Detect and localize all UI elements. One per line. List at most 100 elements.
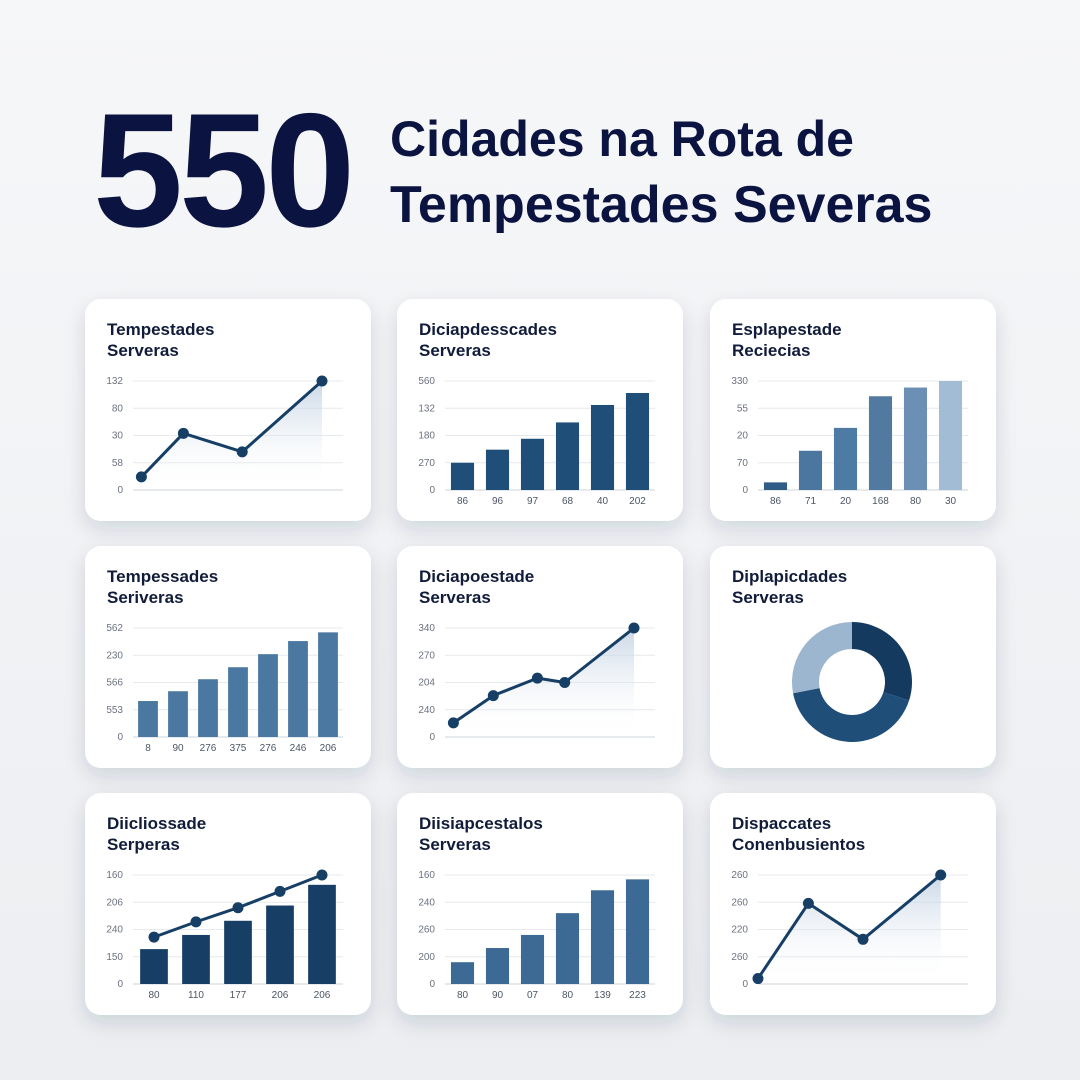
x-tick-label: 40	[597, 496, 609, 507]
y-tick-label: 240	[106, 925, 123, 936]
y-tick-label: 0	[117, 485, 123, 496]
y-tick-label: 260	[731, 870, 748, 881]
bar	[485, 948, 510, 984]
x-tick-label: 80	[148, 990, 160, 1001]
x-tick-label: 68	[562, 496, 574, 507]
x-tick-label: 276	[260, 743, 277, 754]
chart-card: Esplapestade Reciecias 330 55 20 70 0 86 71 20 168…	[710, 299, 996, 521]
x-tick-label: 96	[492, 496, 504, 507]
point	[628, 622, 640, 634]
bar	[228, 667, 248, 737]
chart-title: Dispaccates	[732, 814, 831, 833]
point	[148, 931, 160, 943]
x-tick-label: 07	[527, 990, 539, 1001]
headline: Tempestades Severas	[390, 176, 932, 234]
x-tick-label: 90	[172, 743, 184, 754]
chart-card: Dispaccates Conenbusientos 260 260 220 260 0	[710, 793, 996, 1015]
x-tick-label: 177	[230, 990, 247, 1001]
chart-title: Serveras	[419, 835, 491, 854]
chart-card: Diciapoestade Serveras 340 270 204 240 0	[397, 546, 683, 768]
point	[935, 869, 947, 881]
bar	[590, 890, 615, 984]
point	[190, 916, 202, 928]
y-tick-label: 553	[106, 705, 123, 716]
y-tick-label: 260	[731, 897, 748, 908]
bar	[168, 691, 188, 737]
x-tick-label: 86	[457, 496, 469, 507]
y-tick-label: 0	[117, 979, 123, 990]
point	[857, 933, 869, 945]
point	[135, 471, 147, 483]
bar	[520, 438, 545, 490]
area	[453, 628, 634, 737]
x-tick-label: 71	[805, 496, 817, 507]
x-tick-label: 30	[945, 496, 957, 507]
y-tick-label: 260	[418, 925, 435, 936]
y-tick-label: 132	[106, 376, 123, 387]
bar	[450, 462, 475, 490]
y-tick-label: 562	[106, 623, 123, 634]
point	[177, 427, 189, 439]
chart-title: Diplapicdades	[732, 567, 847, 586]
chart-card: Diicliossade Serperas 160 206 240 150 0 80 110 17…	[85, 793, 371, 1015]
x-tick-label: 206	[272, 990, 289, 1001]
y-tick-label: 0	[117, 732, 123, 743]
y-tick-label: 260	[731, 952, 748, 963]
y-tick-label: 206	[106, 897, 123, 908]
point	[752, 973, 764, 985]
y-tick-label: 240	[418, 705, 435, 716]
donut-segment	[792, 622, 852, 694]
bar	[763, 482, 788, 490]
bar	[798, 450, 823, 490]
x-tick-label: 80	[910, 496, 922, 507]
bar	[903, 387, 928, 490]
y-tick-label: 240	[418, 897, 435, 908]
point	[316, 375, 328, 387]
x-tick-label: 8	[145, 743, 151, 754]
chart-title: Reciecias	[732, 341, 810, 360]
bar	[625, 392, 650, 490]
x-tick-label: 202	[629, 496, 646, 507]
card	[710, 546, 996, 768]
x-tick-label: 139	[594, 990, 611, 1001]
y-tick-label: 566	[106, 678, 123, 689]
x-tick-label: 110	[188, 990, 204, 1001]
point	[531, 672, 543, 684]
bar	[288, 641, 308, 737]
point	[236, 446, 248, 458]
chart-card: Diisiapcestalos Serveras 160 240 260 200 0 80 90…	[397, 793, 683, 1015]
y-tick-label: 200	[418, 952, 435, 963]
headline: Cidades na Rota de	[390, 111, 854, 167]
bar	[140, 949, 168, 984]
point	[487, 690, 499, 702]
donut-segment	[793, 688, 910, 742]
bar	[182, 934, 210, 984]
big-number: 550	[93, 80, 351, 261]
x-tick-label: 80	[457, 990, 469, 1001]
chart-card: Diplapicdades Serveras	[710, 546, 996, 768]
bar	[318, 632, 338, 737]
chart-title: Serveras	[107, 341, 179, 360]
chart-title: Seriveras	[107, 588, 184, 607]
y-tick-label: 180	[418, 431, 435, 442]
chart-title: Tempessades	[107, 567, 218, 586]
x-tick-label: 86	[770, 496, 782, 507]
point	[447, 717, 459, 729]
chart-title: Esplapestade	[732, 320, 842, 339]
chart-title: Serveras	[419, 341, 491, 360]
bar	[266, 905, 294, 984]
y-tick-label: 0	[429, 979, 435, 990]
cards: TempestadesServeras1328030580Diciapdessc…	[85, 299, 996, 1015]
x-tick-label: 80	[562, 990, 574, 1001]
y-tick-label: 560	[418, 376, 435, 387]
line	[140, 379, 323, 478]
chart-title: Serveras	[419, 588, 491, 607]
bar	[625, 879, 650, 984]
y-tick-label: 58	[112, 458, 124, 469]
y-tick-label: 80	[112, 403, 124, 414]
bar	[485, 449, 510, 490]
point	[316, 869, 328, 881]
y-tick-label: 270	[418, 650, 435, 661]
